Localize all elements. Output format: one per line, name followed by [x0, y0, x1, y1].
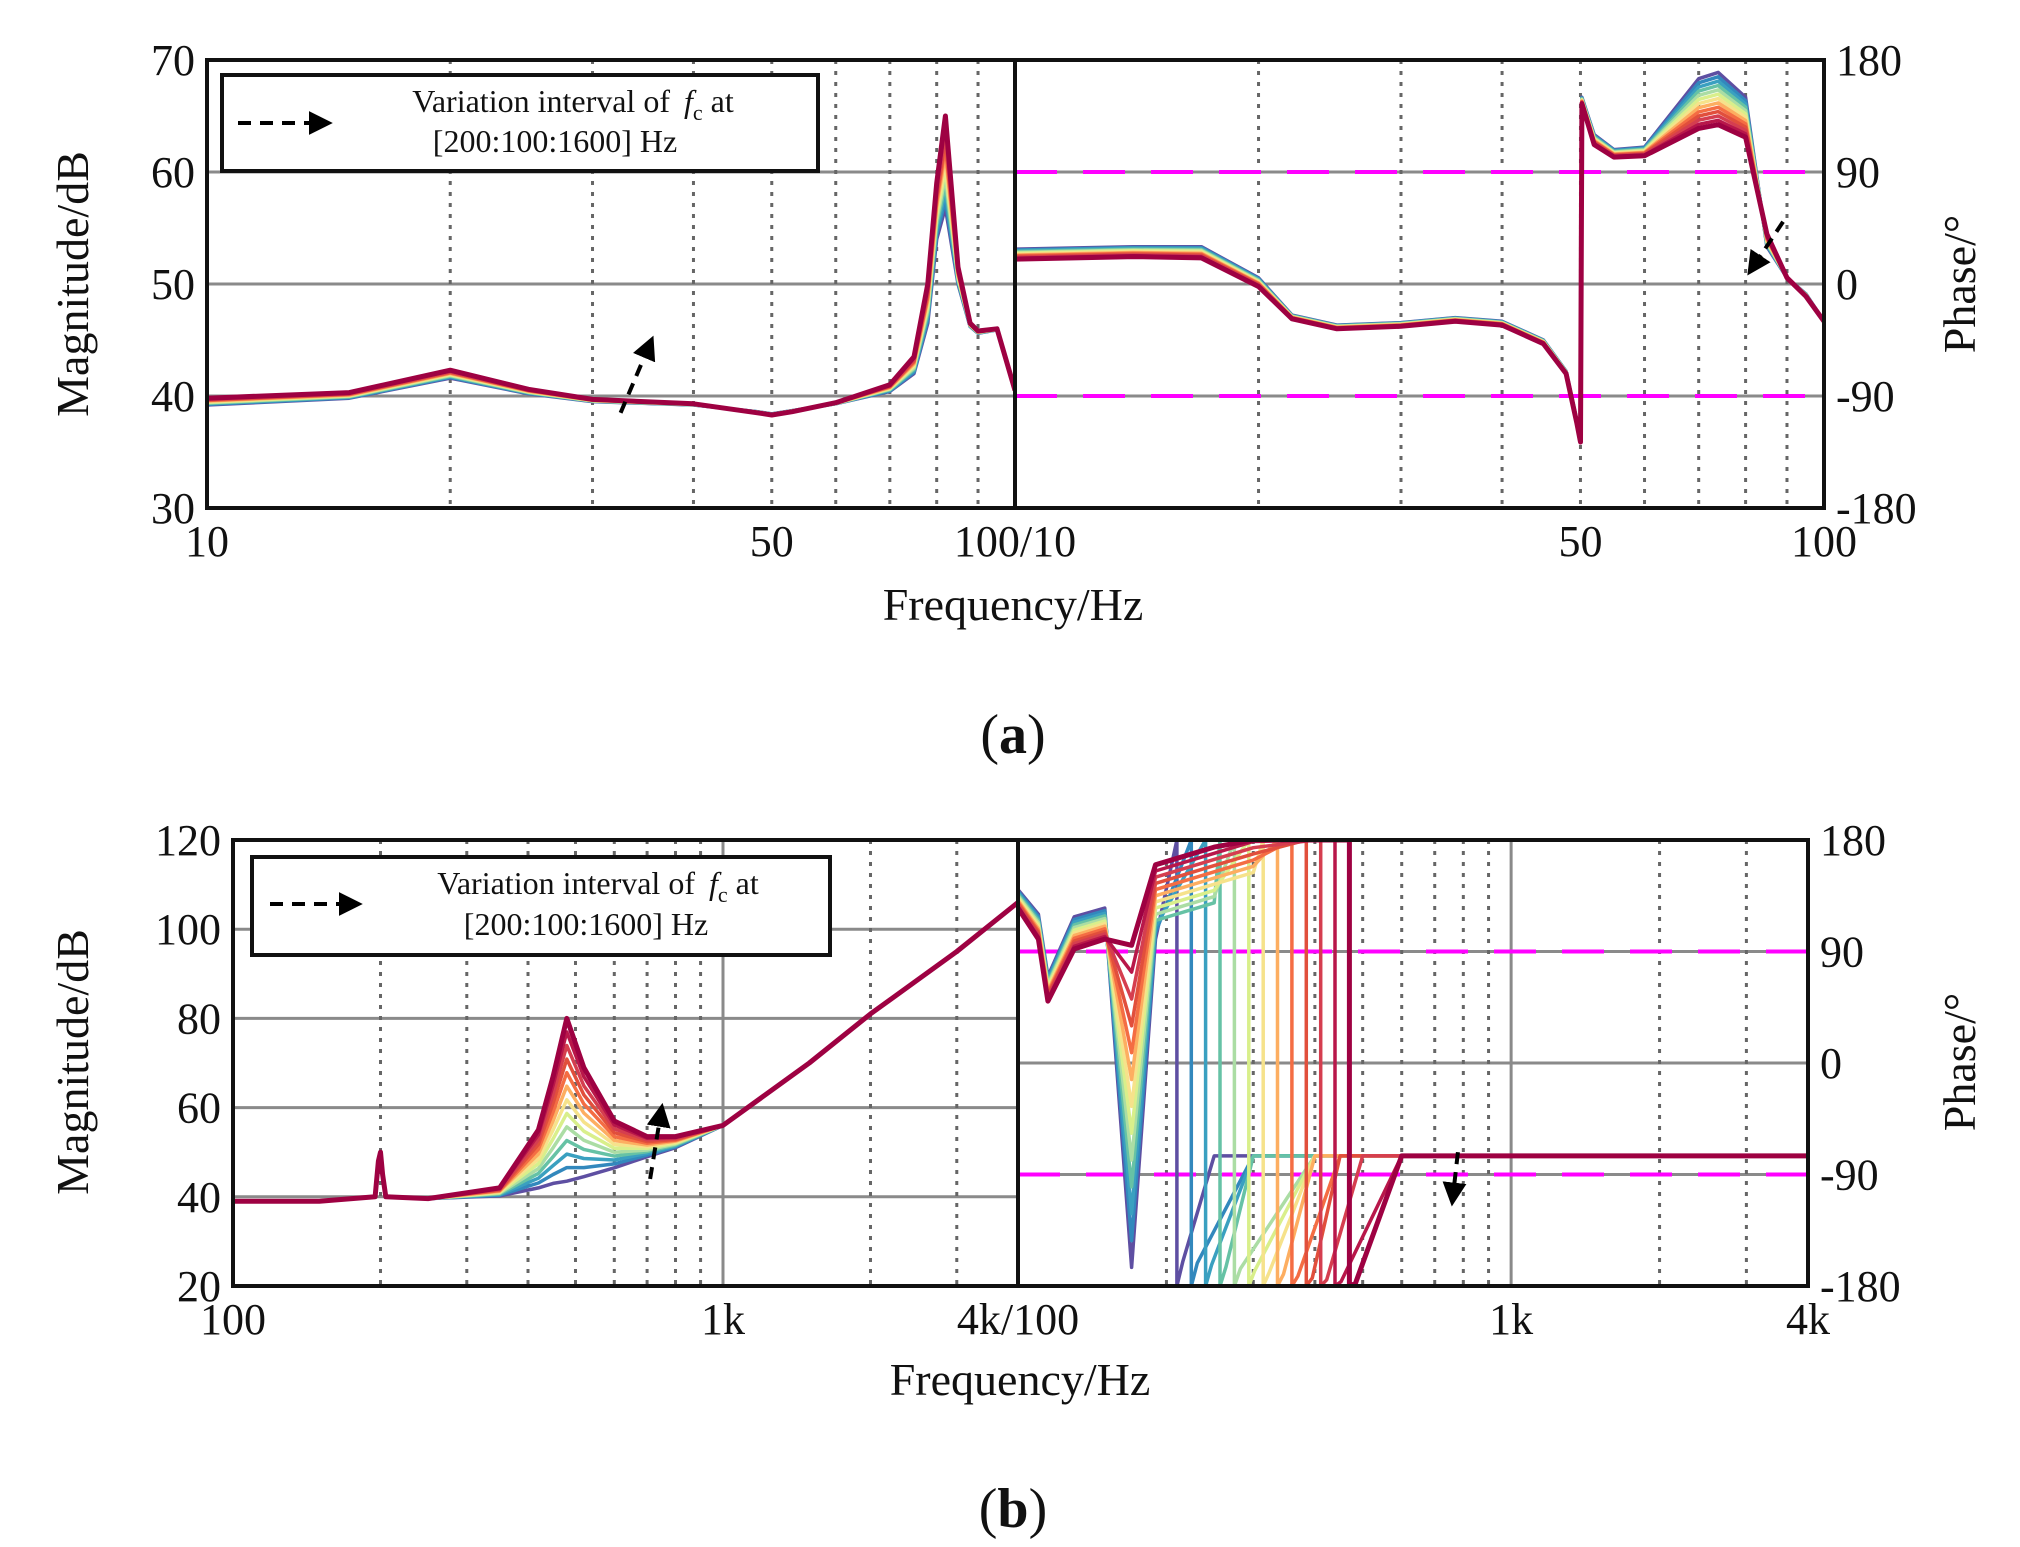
y-tick-label: -180 — [1836, 484, 1917, 533]
panel-a-magnitude-curves — [207, 113, 1015, 418]
panel-a-arrows — [618, 220, 1785, 414]
y-tick-label: 120 — [155, 816, 221, 865]
y-tick-label: 90 — [1820, 928, 1864, 977]
panel-b-phase-yticks: -180 -90 0 90 180 — [1820, 816, 1901, 1311]
legend-range: [200:100:1600] Hz — [433, 123, 677, 159]
panel-a-magnitude-ylabel: Magnitude/dB — [47, 151, 98, 417]
x-tick-label: 4k/100 — [957, 1295, 1079, 1344]
panel-b-phase-frame — [1016, 838, 1810, 1288]
trend-arrow — [1442, 1151, 1467, 1207]
y-tick-label: 80 — [177, 994, 221, 1043]
panel-a: Variation interval of fc at [200:100:160… — [47, 36, 1985, 766]
series-line — [1015, 100, 1824, 444]
panel-a-phase-yticks: -180 -90 0 90 180 — [1836, 36, 1917, 533]
legend-text: Variation interval of fc at — [412, 83, 734, 125]
series-line — [207, 129, 1015, 417]
panel-b-magnitude-yticks: 20 40 60 80 100 120 — [155, 816, 221, 1311]
x-tick-label: 100 — [200, 1295, 266, 1344]
trend-arrow — [1747, 220, 1785, 276]
panel-a-legend: Variation interval of fc at [200:100:160… — [220, 73, 820, 173]
series-line — [1015, 101, 1824, 445]
series-line — [1015, 83, 1824, 442]
series-line — [1015, 92, 1824, 443]
x-tick-label: 10 — [185, 517, 229, 566]
panel-b-magnitude-ylabel: Magnitude/dB — [47, 929, 98, 1195]
x-tick-label: 4k — [1786, 1295, 1830, 1344]
x-tick-label: 100/10 — [954, 517, 1076, 566]
series-line — [207, 144, 1015, 417]
legend-text: Variation interval of fc at — [437, 865, 759, 907]
series-line — [1015, 88, 1824, 443]
panel-b-magnitude-xticks: 100 1k 4k/100 — [200, 1295, 1079, 1344]
series-line — [1015, 96, 1824, 443]
series-line — [207, 137, 1015, 417]
x-tick-label: 50 — [1558, 517, 1602, 566]
panel-a-phase-ylabel: Phase/° — [1934, 215, 1985, 354]
y-tick-label: 50 — [151, 260, 195, 309]
x-tick-label: 100 — [1791, 517, 1857, 566]
trend-arrow — [618, 335, 656, 414]
panel-a-caption: (a) — [980, 704, 1045, 766]
legend-range: [200:100:1600] Hz — [464, 906, 708, 942]
panel-b-caption: (b) — [979, 1478, 1047, 1540]
y-tick-label: 20 — [177, 1262, 221, 1311]
panel-b-phase-ylabel: Phase/° — [1934, 993, 1985, 1132]
trend-arrow — [646, 1102, 671, 1180]
panel-b: Variation interval of fc at [200:100:160… — [47, 816, 1985, 1540]
y-tick-label: 30 — [151, 484, 195, 533]
panel-a-phase-xticks: 50 100 — [1558, 517, 1857, 566]
series-line — [1015, 99, 1824, 443]
panel-b-phase-grid — [1018, 840, 1808, 1286]
panel-a-magnitude-xticks: 10 50 100/10 — [185, 517, 1076, 566]
y-tick-label: 100 — [155, 905, 221, 954]
x-tick-label: 50 — [750, 517, 794, 566]
y-tick-label: 70 — [151, 36, 195, 85]
series-line — [1015, 99, 1824, 443]
y-tick-label: 60 — [177, 1084, 221, 1133]
y-tick-label: 180 — [1836, 36, 1902, 85]
y-tick-label: 0 — [1836, 260, 1858, 309]
series-line — [207, 113, 1015, 418]
y-tick-label: -90 — [1820, 1151, 1879, 1200]
panel-b-legend: Variation interval of fc at [200:100:160… — [250, 855, 832, 957]
panel-a-phase-curves — [1015, 70, 1824, 445]
panel-a-xlabel: Frequency/Hz — [883, 579, 1144, 630]
y-tick-label: 90 — [1836, 148, 1880, 197]
panel-a-phase-frame — [1013, 58, 1826, 510]
panel-b-phase-xticks: 1k 4k — [1489, 1295, 1830, 1344]
y-tick-label: 180 — [1820, 816, 1886, 865]
panel-b-xlabel: Frequency/Hz — [890, 1354, 1151, 1405]
y-tick-label: 0 — [1820, 1039, 1842, 1088]
y-tick-label: -180 — [1820, 1262, 1901, 1311]
panel-b-magnitude-curves — [233, 900, 1018, 1204]
panel-b-phase-curves — [1018, 840, 1808, 1286]
panel-a-magnitude-yticks: 30 40 50 60 70 — [151, 36, 195, 533]
series-line — [1015, 101, 1824, 444]
panel-b-arrows — [646, 1102, 1467, 1207]
y-tick-label: -90 — [1836, 372, 1895, 421]
series-line — [1015, 100, 1824, 444]
y-tick-label: 60 — [151, 148, 195, 197]
series-line — [1018, 840, 1808, 1286]
x-tick-label: 1k — [1489, 1295, 1533, 1344]
x-tick-label: 1k — [701, 1295, 745, 1344]
series-line — [1015, 79, 1824, 442]
series-line — [233, 900, 1018, 1204]
y-tick-label: 40 — [177, 1173, 221, 1222]
y-tick-label: 40 — [151, 372, 195, 421]
